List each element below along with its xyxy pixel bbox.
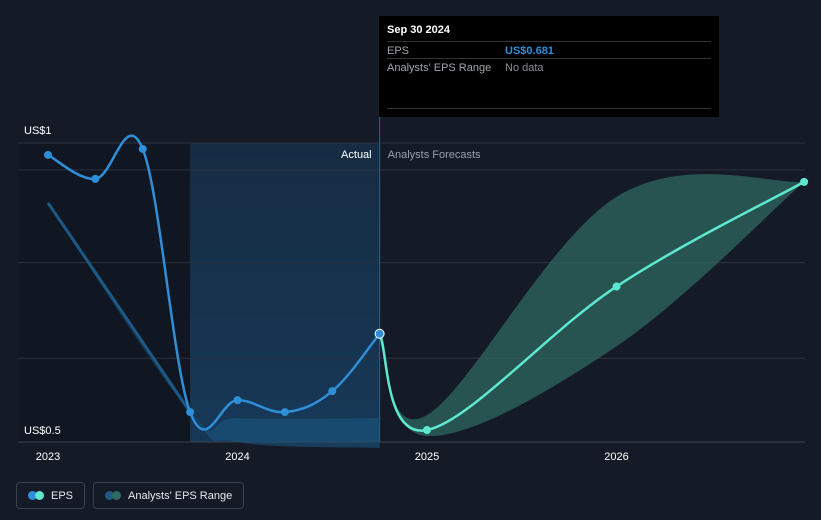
eps-actual-point: [328, 387, 337, 396]
x-tick-label: 2024: [225, 451, 249, 463]
eps-actual-point: [138, 144, 147, 153]
legend-label-eps: EPS: [51, 489, 74, 502]
tooltip-range-label: Analysts' EPS Range: [387, 62, 492, 74]
tooltip-date: Sep 30 2024: [387, 24, 450, 36]
legend-dot-actual: [28, 491, 37, 500]
eps-actual-point: [280, 408, 289, 417]
eps-actual-point: [233, 396, 242, 405]
past-shade: [18, 143, 191, 442]
legend-item-eps[interactable]: EPS: [16, 482, 86, 509]
legend-item-range[interactable]: Analysts' EPS Range: [93, 482, 245, 509]
tooltip: Sep 30 2024 EPS US$0.681 Analysts' EPS R…: [379, 16, 719, 117]
eps-actual-point: [44, 150, 52, 159]
eps-legend-icon: [28, 491, 45, 500]
tooltip-eps-value: US$0.681: [505, 45, 554, 57]
tooltip-range-value: No data: [505, 62, 544, 74]
tooltip-eps-row: EPS US$0.681: [387, 41, 711, 59]
x-tick-label: 2023: [36, 451, 60, 463]
past-range-band: [48, 202, 380, 448]
legend-dot-forecast: [35, 491, 44, 500]
tooltip-divider: [387, 108, 711, 109]
eps-forecast-point: [423, 426, 431, 435]
eps-forecast-line: [378, 180, 805, 432]
x-tick-label: 2025: [415, 451, 439, 463]
legend-label-range: Analysts' EPS Range: [128, 489, 233, 502]
past-range-edge: [46, 201, 192, 413]
x-tick-label: 2026: [604, 451, 628, 463]
forecast-region-label: Analysts Forecasts: [388, 149, 481, 161]
eps-actual-point: [91, 174, 100, 183]
range-legend-icon: [105, 491, 122, 500]
eps-forecast-point: [800, 177, 809, 186]
tooltip-eps-label: EPS: [387, 45, 410, 57]
tooltip-range-row: Analysts' EPS Range No data: [387, 58, 711, 76]
y-label-top: US$1: [24, 125, 52, 137]
legend: EPS Analysts' EPS Range: [16, 482, 245, 509]
eps-forecast-point: [612, 282, 621, 291]
legend-dot-range-past: [105, 491, 115, 500]
highlight-region: [190, 143, 380, 442]
eps-actual-point: [374, 328, 385, 339]
y-label-bottom: US$0.5: [24, 425, 61, 437]
legend-dot-range-forecast: [112, 491, 122, 500]
eps-actual-point: [186, 408, 195, 417]
actual-region-label: Actual: [341, 149, 372, 161]
